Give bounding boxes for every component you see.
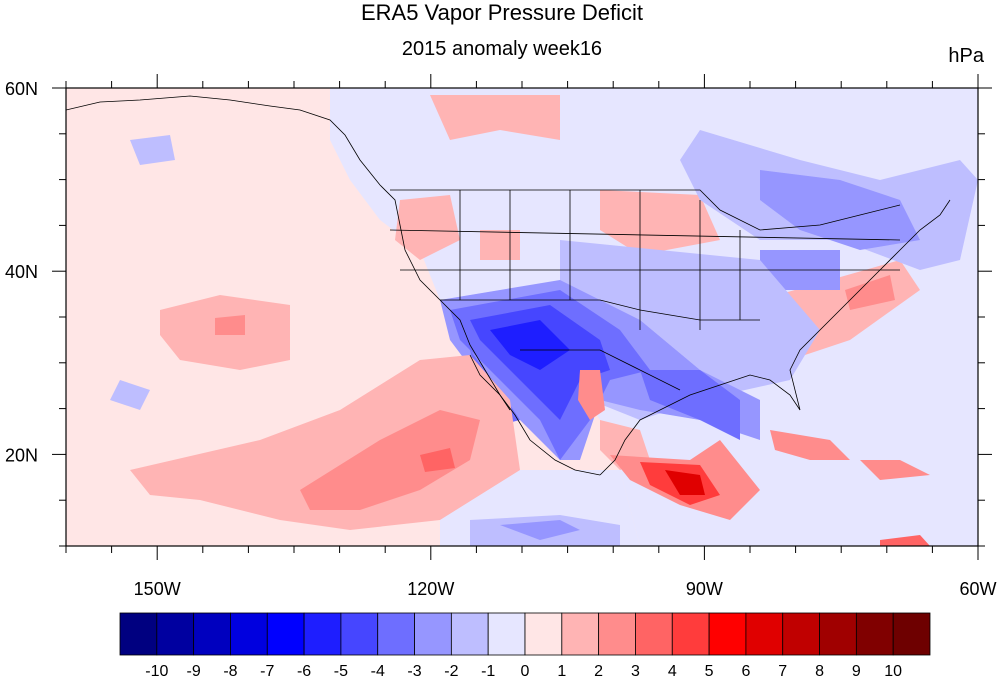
- axis-labels: 150W 120W 90W 60W 60N 40N 20N: [5, 79, 997, 599]
- coastlines: [66, 95, 951, 476]
- colorbar-label: 10: [884, 663, 902, 680]
- lon-tick-label: 120W: [407, 579, 454, 599]
- colorbar-label: 5: [705, 663, 714, 680]
- anomaly-field: [66, 88, 978, 546]
- colorbar-label: -3: [407, 663, 421, 680]
- colorbar-swatch: [635, 612, 673, 656]
- colorbar-label: 9: [852, 663, 861, 680]
- colorbar-swatch: [156, 612, 195, 656]
- lat-tick-label: 40N: [5, 262, 38, 282]
- lat-tick-label: 20N: [5, 445, 38, 465]
- colorbar-label: -1: [481, 663, 495, 680]
- colorbar-swatch: [230, 612, 268, 656]
- lon-tick-label: 90W: [686, 579, 723, 599]
- colorbar-label: -5: [334, 663, 348, 680]
- colorbar-swatch: [598, 612, 636, 656]
- colorbar-swatch: [487, 612, 526, 656]
- colorbar-label: 0: [521, 663, 530, 680]
- colorbar-label: -8: [223, 663, 237, 680]
- colorbar-label: -10: [145, 663, 168, 680]
- units-label: hPa: [948, 45, 984, 67]
- colorbar-label: 6: [741, 663, 750, 680]
- colorbar-swatch: [119, 612, 158, 656]
- colorbar-label: -6: [297, 663, 311, 680]
- colorbar-swatch: [745, 612, 784, 656]
- colorbar-swatch: [819, 612, 857, 656]
- chart-subtitle: 2015 anomaly week16: [401, 38, 603, 60]
- colorbar-swatch: [340, 612, 379, 656]
- colorbar-label: -2: [444, 663, 458, 680]
- chart-title: ERA5 Vapor Pressure Deficit: [360, 0, 644, 25]
- colorbar-swatch: [377, 612, 415, 656]
- colorbar-swatch: [855, 612, 894, 656]
- colorbar-swatch: [892, 612, 931, 656]
- colorbar-swatch: [708, 612, 747, 656]
- colorbar-swatch: [450, 612, 489, 656]
- colorbar-swatch: [303, 612, 342, 656]
- colorbar-swatch: [561, 612, 600, 656]
- colorbar-swatch: [193, 612, 231, 656]
- axis-ticks: [52, 74, 992, 560]
- colorbar-label: 8: [815, 663, 824, 680]
- colorbar-label: 3: [631, 663, 640, 680]
- colorbar-label: -7: [260, 663, 274, 680]
- colorbar-swatch: [414, 612, 452, 656]
- lon-tick-label: 150W: [134, 579, 181, 599]
- colorbar-label: 1: [557, 663, 566, 680]
- lon-tick-label: 60W: [959, 579, 996, 599]
- colorbar: -10 -9 -8 -7 -6 -5 -4 -3 -2 -1 0 1 2 3 4 5 6 7 8 9 10: [119, 612, 931, 680]
- lat-tick-label: 60N: [5, 79, 38, 99]
- colorbar-label: -4: [371, 663, 385, 680]
- colorbar-label: 7: [778, 663, 787, 680]
- colorbar-swatch: [266, 612, 305, 656]
- colorbar-swatch: [524, 612, 563, 656]
- colorbar-label: 4: [668, 663, 677, 680]
- colorbar-swatch: [671, 612, 710, 656]
- colorbar-swatch: [782, 612, 820, 656]
- colorbar-label: 2: [594, 663, 603, 680]
- colorbar-label: -9: [187, 663, 201, 680]
